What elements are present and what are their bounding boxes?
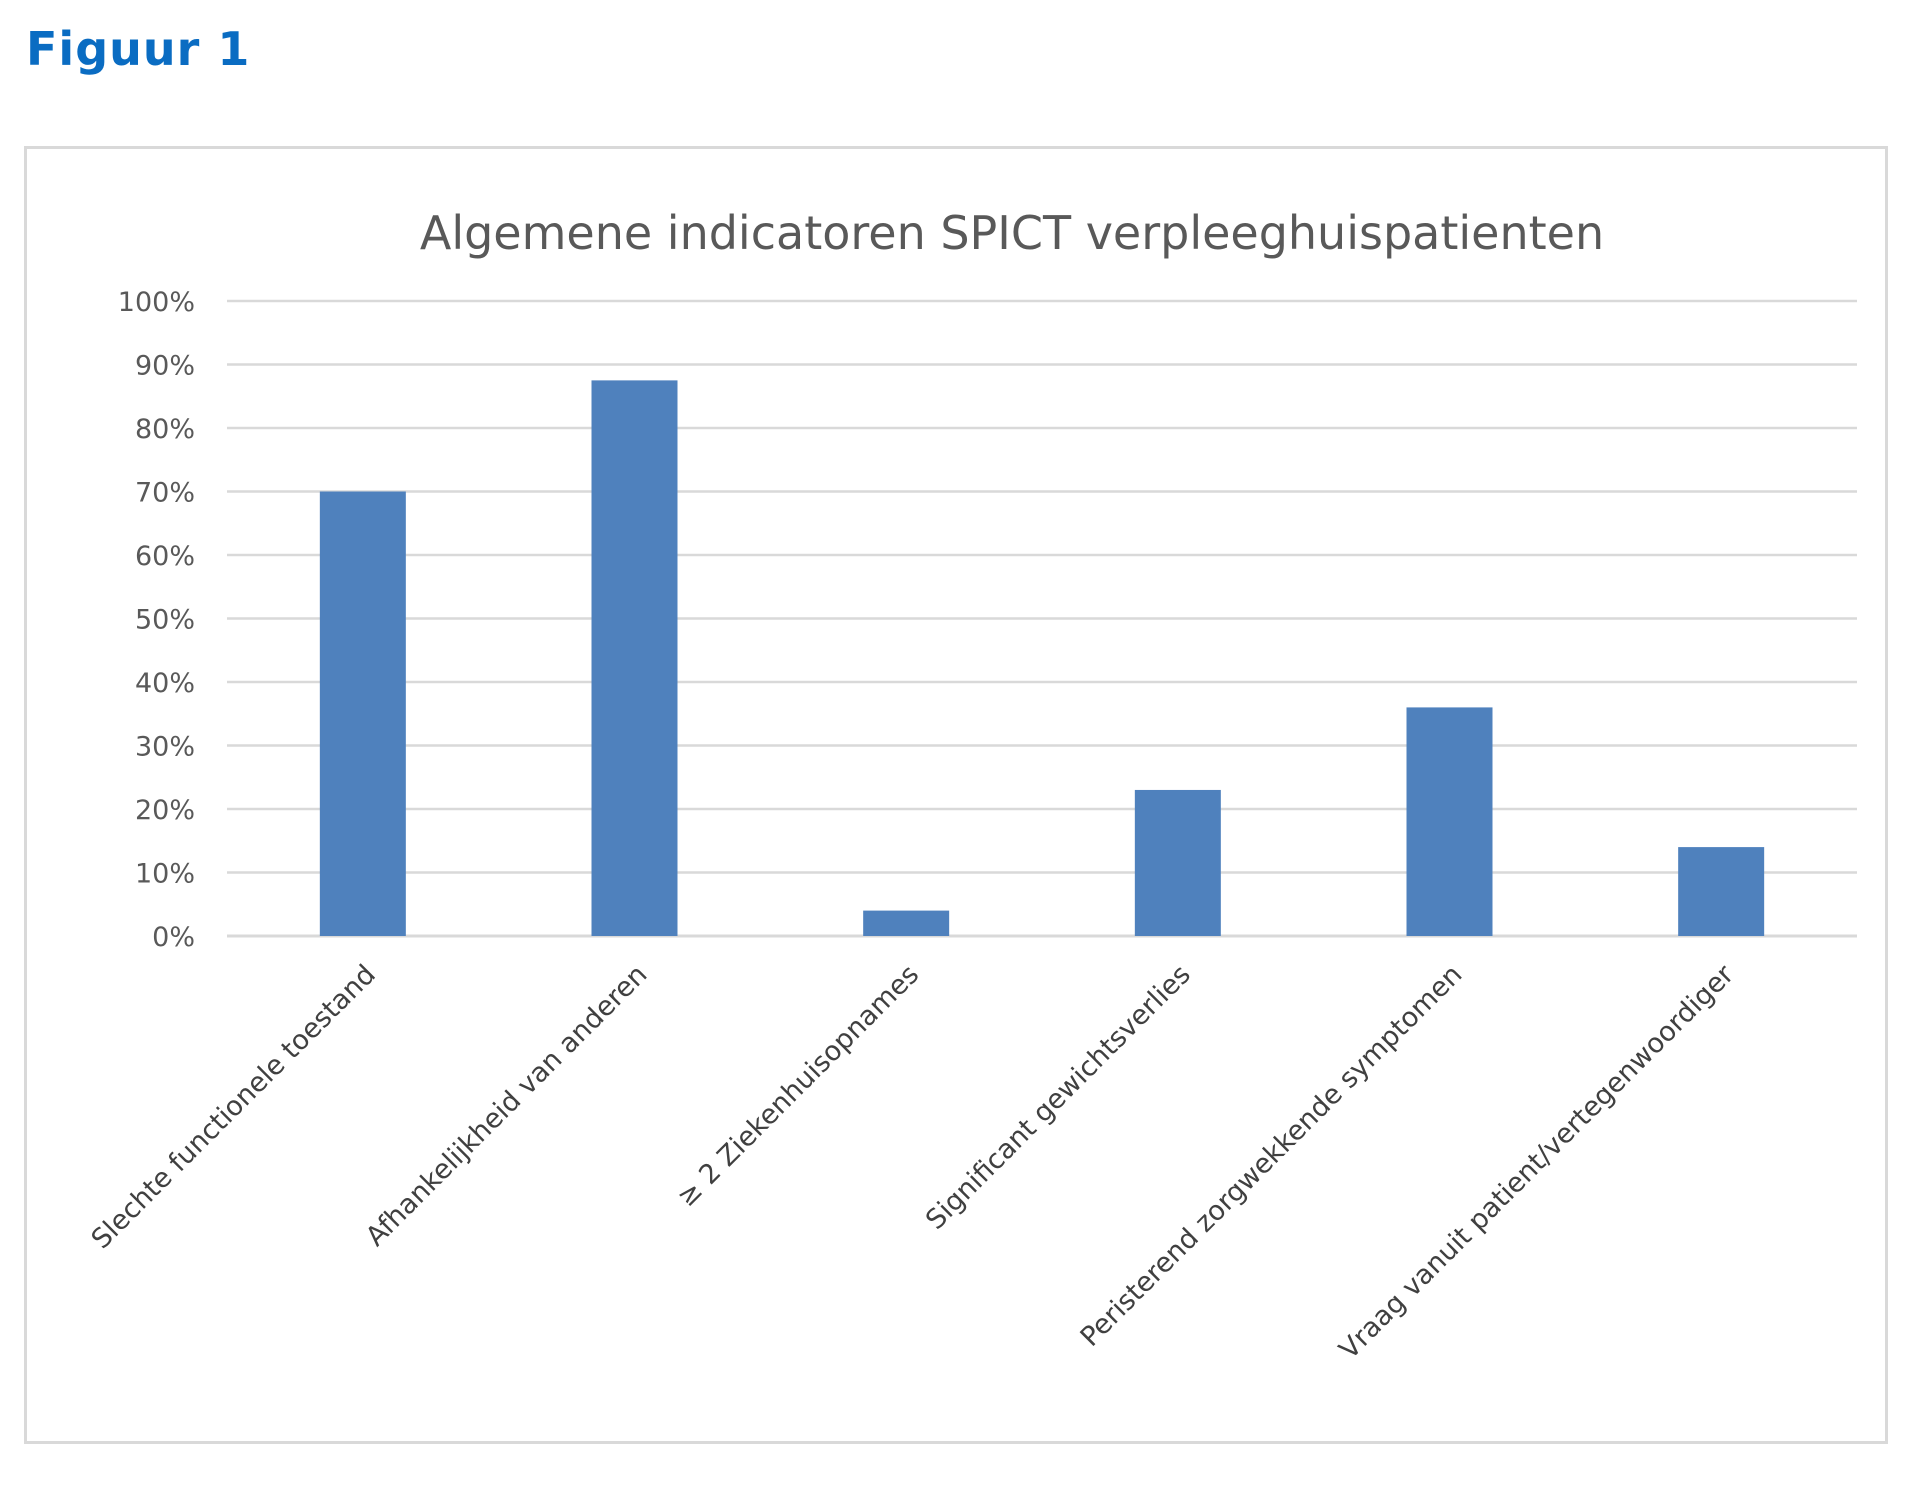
bar [863, 910, 950, 936]
bar [591, 380, 678, 936]
category-label: ≥ 2 Ziekenhuisopnames [671, 959, 925, 1213]
y-tick-label: 40% [135, 668, 195, 699]
y-tick-label: 0% [152, 922, 195, 953]
bar [1134, 789, 1221, 936]
chart-title: Algemene indicatoren SPICT verpleeghuisp… [420, 206, 1604, 260]
y-tick-label: 20% [135, 795, 195, 826]
category-labels: Slechte functionele toestandAfhankelijkh… [86, 958, 1741, 1365]
y-tick-label: 60% [135, 541, 195, 572]
y-tick-label: 30% [135, 732, 195, 763]
bar [1678, 847, 1765, 936]
y-tick-label: 90% [135, 351, 195, 382]
gridlines [227, 299, 1857, 938]
category-label: Significant gewichtsverlies [920, 959, 1197, 1236]
y-tick-label: 70% [135, 478, 195, 509]
chart-frame: Algemene indicatoren SPICT verpleeghuisp… [24, 146, 1888, 1444]
category-label: Slechte functionele toestand [86, 959, 382, 1255]
category-label: Afhankelijkheid van anderen [360, 959, 653, 1252]
bar [1406, 707, 1493, 936]
y-tick-label: 100% [118, 287, 195, 318]
y-tick-label: 10% [135, 859, 195, 890]
bar [319, 491, 406, 936]
y-tick-label: 80% [135, 414, 195, 445]
figure-heading: Figuur 1 [26, 22, 251, 76]
y-axis-ticks: 0% 10% 20% 30% 40% 50% 60% 70% 80% 90% 100% [118, 287, 195, 953]
y-tick-label: 50% [135, 605, 195, 636]
bars [319, 380, 1765, 936]
bar-chart: Algemene indicatoren SPICT verpleeghuisp… [86, 206, 1857, 1366]
